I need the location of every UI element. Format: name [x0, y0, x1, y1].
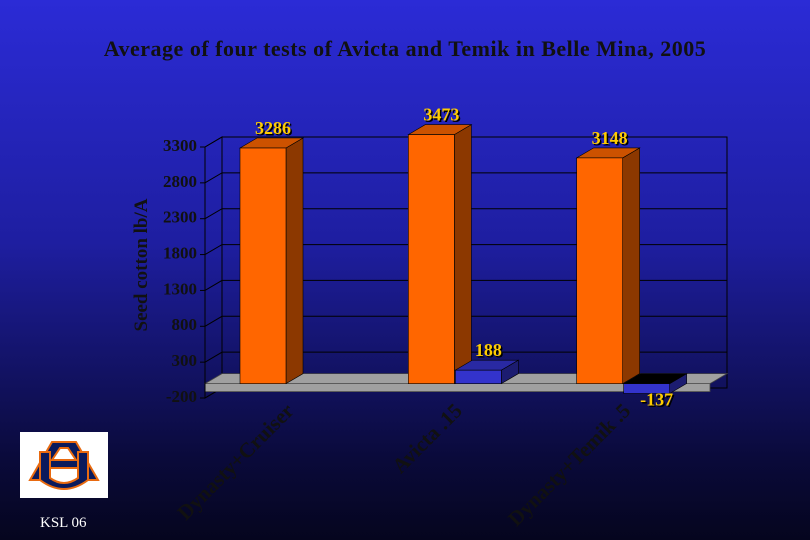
chart-title: Average of four tests of Avicta and Temi…: [103, 36, 707, 61]
value-label: 188: [475, 340, 502, 360]
side-wall: [204, 136, 223, 399]
y-tick-label: 3300: [163, 136, 197, 155]
grid-line: [204, 244, 727, 256]
bar: [576, 157, 623, 384]
grid-line: [204, 351, 727, 363]
x-tick-label: Dynasty+Temik .5: [503, 399, 635, 531]
grid-line: [204, 136, 727, 148]
y-tick-label: -200: [166, 387, 197, 406]
value-label: -137: [640, 389, 673, 409]
bar-side: [622, 147, 640, 385]
y-tick-label: 1800: [163, 243, 197, 262]
value-label-shadow: 3148: [593, 129, 629, 149]
y-tick-label: 1300: [163, 279, 197, 298]
value-label: 3473: [423, 105, 459, 125]
bar: [408, 134, 455, 384]
logo: [20, 432, 108, 498]
bar: [623, 383, 670, 394]
bar: [239, 147, 287, 384]
grid-line: [204, 172, 727, 184]
bar: [455, 369, 502, 384]
y-axis-label: Seed cotton lb/A: [131, 198, 152, 331]
y-tick-label: 2300: [163, 208, 197, 227]
grid-line: [204, 279, 727, 291]
value-label: 3148: [592, 128, 628, 148]
y-tick-label: 800: [172, 315, 198, 334]
grid-line: [204, 208, 727, 220]
x-tick-label: Dynasty+Cruiser: [172, 399, 298, 525]
y-tick-label: 300: [172, 351, 198, 370]
bar-side: [454, 124, 472, 385]
footer-text: KSL 06: [40, 515, 87, 531]
y-tick-label: 2800: [163, 172, 197, 191]
value-label-shadow: 188: [476, 342, 503, 362]
value-label-shadow: 3473: [425, 106, 461, 126]
value-label-shadow: 3286: [257, 120, 293, 140]
value-label: 3286: [255, 118, 291, 138]
x-tick-label: Avicta .15: [387, 399, 466, 478]
grid-line: [204, 315, 727, 327]
value-label-shadow: -137: [642, 391, 675, 411]
bar-side: [285, 137, 304, 385]
